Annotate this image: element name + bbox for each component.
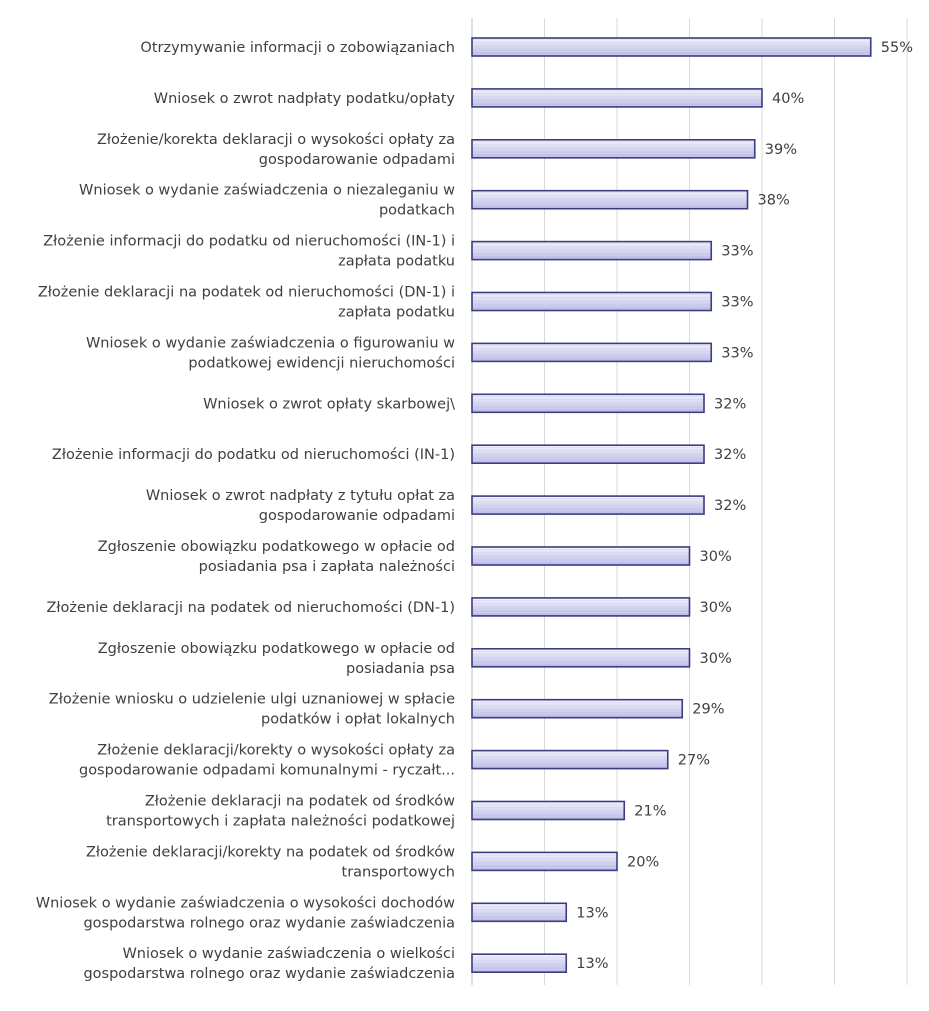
category-label-16: Złożenie deklaracji/korekty na podatek o… [86, 844, 455, 880]
value-label-12: 30% [700, 651, 732, 667]
category-label-line: gospodarowanie odpadami [259, 152, 455, 168]
value-label-1: 40% [772, 91, 804, 107]
bar-stripes-9 [473, 497, 703, 514]
category-label-line: Złożenie wniosku o udzielenie ulgi uznan… [49, 692, 455, 708]
value-label-9: 32% [714, 498, 746, 514]
bar-stripes-8 [473, 446, 703, 463]
bar-stripes-6 [473, 344, 711, 361]
bar-stripes-7 [473, 395, 703, 412]
value-label-4: 33% [721, 244, 753, 260]
category-label-line: transportowych [342, 864, 455, 880]
category-label-line: Złożenie deklaracji/korekty o wysokości … [97, 743, 455, 759]
value-label-7: 32% [714, 396, 746, 412]
category-label-line: gospodarstwa rolnego oraz wydanie zaświa… [83, 966, 455, 982]
category-label-2: Złożenie/korekta deklaracji o wysokości … [97, 132, 455, 168]
category-label-line: zapłata podatku [338, 305, 455, 321]
bar-stripes-18 [473, 955, 566, 972]
bar-stripes-1 [473, 89, 761, 106]
category-label-8: Złożenie informacji do podatku od nieruc… [52, 447, 455, 463]
category-label-line: posiadania psa [346, 661, 455, 677]
bar-stripes-5 [473, 293, 711, 310]
category-label-line: Wniosek o wydanie zaświadczenia o wielko… [122, 946, 455, 962]
category-label-line: podatkach [379, 203, 455, 219]
category-label-line: Złożenie informacji do podatku od nieruc… [52, 447, 455, 463]
category-label-line: zapłata podatku [338, 254, 455, 270]
category-label-6: Wniosek o wydanie zaświadczenia o figuro… [86, 335, 455, 371]
value-label-2: 39% [765, 142, 797, 158]
category-label-line: Wniosek o zwrot nadpłaty podatku/opłaty [154, 91, 456, 107]
category-label-line: Wniosek o wydanie zaświadczenia o wysoko… [36, 895, 455, 911]
category-label-line: Wniosek o zwrot opłaty skarbowej\ [203, 396, 455, 412]
value-label-6: 33% [721, 345, 753, 361]
bar-stripes-16 [473, 853, 616, 870]
category-label-17: Wniosek o wydanie zaświadczenia o wysoko… [36, 895, 455, 931]
category-label-5: Złożenie deklaracji na podatek od nieruc… [38, 285, 455, 321]
value-label-17: 13% [576, 905, 608, 921]
category-label-line: gospodarowanie odpadami komunalnymi - ry… [79, 763, 455, 779]
bars [471, 37, 872, 974]
bar-stripes-13 [473, 700, 682, 717]
category-label-3: Wniosek o wydanie zaświadczenia o niezal… [79, 183, 455, 219]
bar-stripes-12 [473, 649, 689, 666]
category-label-line: Wniosek o zwrot nadpłaty z tytułu opłat … [146, 488, 455, 504]
value-label-8: 32% [714, 447, 746, 463]
category-label-line: Otrzymywanie informacji o zobowiązaniach [140, 40, 455, 56]
value-label-10: 30% [700, 549, 732, 565]
category-label-11: Złożenie deklaracji na podatek od nieruc… [46, 600, 455, 616]
category-label-line: transportowych i zapłata należności poda… [106, 814, 455, 830]
value-label-13: 29% [692, 702, 724, 718]
bar-stripes-17 [473, 904, 566, 921]
value-label-14: 27% [678, 753, 710, 769]
category-label-line: Złożenie deklaracji na podatek od nieruc… [46, 600, 455, 616]
bar-stripes-4 [473, 242, 711, 259]
category-label-line: Złożenie deklaracji na podatek od nieruc… [38, 285, 455, 301]
category-label-line: posiadania psa i zapłata należności [199, 559, 455, 575]
value-label-16: 20% [627, 854, 659, 870]
value-label-3: 38% [758, 193, 790, 209]
value-label-0: 55% [881, 40, 913, 56]
category-label-line: Złożenie/korekta deklaracji o wysokości … [97, 132, 455, 148]
value-label-5: 33% [721, 295, 753, 311]
value-label-18: 13% [576, 956, 608, 972]
category-label-18: Wniosek o wydanie zaświadczenia o wielko… [83, 946, 455, 982]
category-label-9: Wniosek o zwrot nadpłaty z tytułu opłat … [146, 488, 455, 524]
category-label-line: Wniosek o wydanie zaświadczenia o figuro… [86, 335, 455, 351]
bar-stripes-2 [473, 140, 754, 157]
category-label-line: Zgłoszenie obowiązku podatkowego w opłac… [98, 641, 455, 657]
category-label-line: Złożenie deklaracji/korekty na podatek o… [86, 844, 455, 860]
category-label-line: Złożenie informacji do podatku od nieruc… [43, 234, 455, 250]
bar-stripes-10 [473, 548, 689, 564]
category-label-15: Złożenie deklaracji na podatek od środkó… [106, 794, 455, 830]
category-label-line: gospodarstwa rolnego oraz wydanie zaświa… [83, 915, 455, 931]
value-label-15: 21% [634, 804, 666, 820]
category-label-1: Wniosek o zwrot nadpłaty podatku/opłaty [154, 91, 456, 107]
bar-stripes-3 [473, 191, 747, 208]
bar-stripes-11 [473, 598, 689, 615]
bar-stripes-15 [473, 802, 624, 819]
bar-stripes-0 [473, 39, 870, 55]
category-label-4: Złożenie informacji do podatku od nieruc… [43, 234, 455, 270]
category-labels: Otrzymywanie informacji o zobowiązaniach… [36, 40, 456, 982]
category-label-12: Zgłoszenie obowiązku podatkowego w opłac… [98, 641, 455, 677]
value-label-11: 30% [700, 600, 732, 616]
category-label-line: Zgłoszenie obowiązku podatkowego w opłac… [98, 539, 455, 555]
category-label-10: Zgłoszenie obowiązku podatkowego w opłac… [98, 539, 455, 575]
category-label-line: gospodarowanie odpadami [259, 508, 455, 524]
category-label-13: Złożenie wniosku o udzielenie ulgi uznan… [49, 692, 455, 728]
category-label-line: podatków i opłat lokalnych [261, 712, 455, 728]
category-label-0: Otrzymywanie informacji o zobowiązaniach [140, 40, 455, 56]
category-label-14: Złożenie deklaracji/korekty o wysokości … [79, 743, 455, 779]
category-label-line: Złożenie deklaracji na podatek od środkó… [145, 794, 455, 810]
category-label-7: Wniosek o zwrot opłaty skarbowej\ [203, 396, 455, 412]
category-label-line: podatkowej ewidencji nieruchomości [188, 355, 455, 371]
bar-stripes-14 [473, 751, 667, 768]
category-label-line: Wniosek o wydanie zaświadczenia o niezal… [79, 183, 455, 199]
value-labels: 55% 40% 39% 38% 33% 33% 33% 32% 32% 32% 30% 30% 30% 2… [576, 40, 913, 972]
